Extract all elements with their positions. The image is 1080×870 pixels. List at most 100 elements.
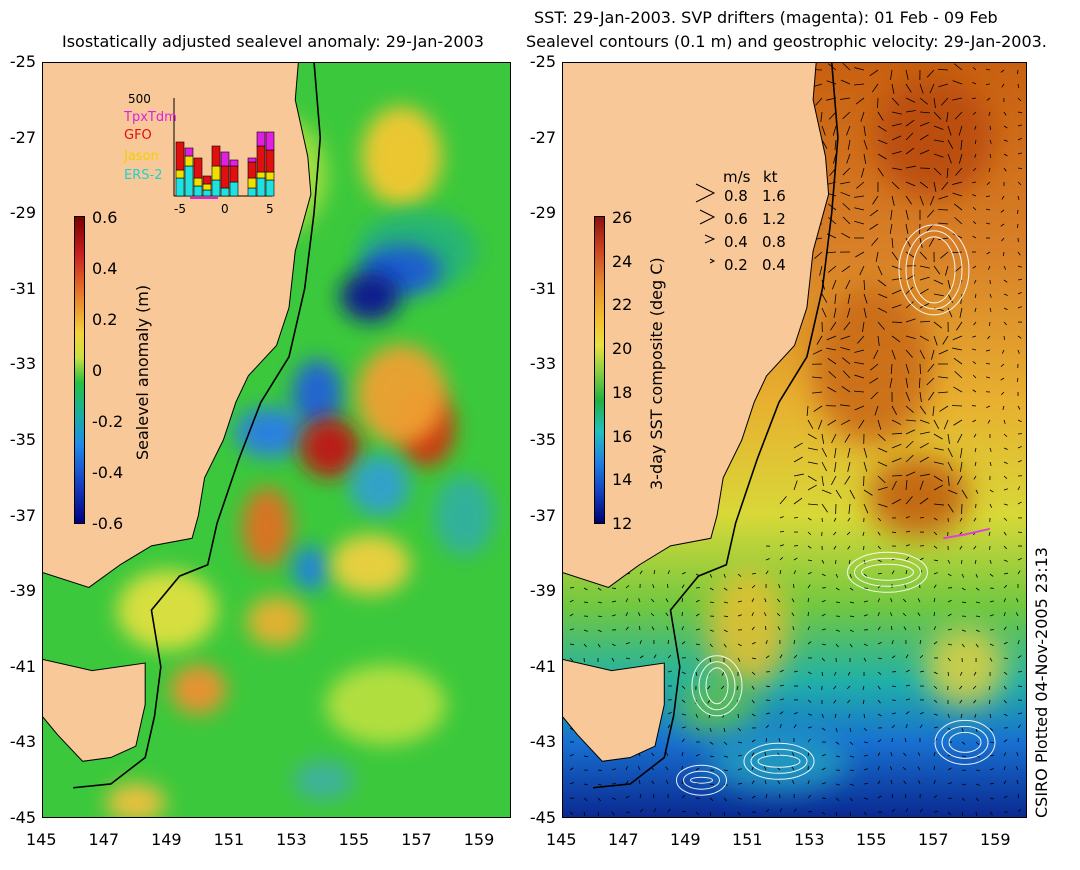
left-colorbar-tick: 0	[92, 361, 103, 380]
left-colorbar-label: Sealevel anomaly (m)	[133, 284, 152, 460]
inset-bar-segment	[247, 161, 257, 179]
left-xtick: 157	[401, 830, 432, 849]
right-colorbar-tick: 26	[612, 208, 633, 227]
right-panel-title-line1: SST: 29-Jan-2003. SVP drifters (magenta)…	[534, 8, 998, 27]
left-ytick: -25	[9, 52, 36, 71]
mainland	[42, 62, 311, 588]
right-ytick: -35	[529, 430, 556, 449]
inset-bar-segment	[184, 165, 194, 197]
inset-bar-segment	[265, 149, 275, 173]
velocity-legend-kt: 0.8	[762, 233, 786, 251]
velocity-legend-ms: 0.4	[724, 233, 748, 251]
left-ytick: -37	[9, 505, 36, 525]
left-ytick: -39	[9, 581, 36, 601]
left-ytick: -41	[9, 656, 36, 676]
left-colorbar	[74, 216, 85, 524]
altimeter-count-inset	[173, 98, 275, 199]
right-colorbar-tick: 20	[612, 339, 633, 359]
inset-ymax-label: 500	[128, 92, 151, 106]
left-colorbar-tick: 0.4	[92, 259, 118, 278]
velocity-legend-arrows	[695, 183, 716, 264]
inset-bar-segment	[175, 141, 185, 171]
right-ytick: -41	[529, 656, 556, 676]
inset-legend-ers2: ERS-2	[124, 168, 163, 183]
left-xtick: 149	[151, 830, 182, 849]
velocity-legend-ms: 0.6	[724, 210, 748, 228]
inset-xtick-5: 5	[266, 202, 274, 216]
inset-bar-segment	[247, 177, 257, 189]
inset-bar-segment	[265, 179, 275, 197]
right-ytick: -31	[529, 278, 556, 298]
coastline	[562, 62, 830, 588]
left-ytick: -29	[9, 203, 36, 223]
velocity-legend-kt: 0.4	[762, 256, 786, 274]
inset-bar-segment	[193, 157, 203, 179]
left-ytick: -45	[9, 808, 36, 827]
inset-bar-segment	[265, 171, 275, 181]
tasmania-coast	[42, 658, 146, 762]
left-colorbar-tick: 0.6	[92, 208, 118, 227]
left-xtick: 147	[88, 830, 120, 849]
right-ytick: -33	[529, 354, 556, 374]
right-colorbar-tick: 16	[612, 426, 633, 446]
left-xtick: 155	[338, 830, 370, 849]
velocity-legend-ms: 0.8	[724, 187, 748, 205]
tasmania	[42, 659, 146, 762]
right-xtick: 147	[608, 830, 639, 849]
inset-bar-segment	[256, 145, 266, 173]
inset-legend-tpxtdm: TpxTdm	[124, 110, 177, 125]
velocity-legend-header-ms: m/s	[723, 168, 751, 186]
inset-bar-segment	[175, 177, 185, 197]
velocity-legend-ms: 0.2	[724, 256, 748, 274]
svp-drifter-track	[943, 527, 991, 540]
inset-bar-segment	[211, 165, 221, 181]
right-xtick: 153	[794, 830, 825, 849]
inset-xtick-0: 0	[221, 202, 229, 216]
left-ytick: -35	[9, 430, 36, 449]
inset-xtick-neg5: -5	[174, 202, 186, 216]
velocity-legend-header-kt: kt	[763, 168, 778, 186]
velocity-vectors	[569, 62, 1023, 817]
left-xtick: 145	[26, 830, 57, 849]
inset-bar-segment	[202, 183, 212, 191]
inset-bar-segment	[229, 159, 239, 167]
right-ytick: -37	[529, 505, 556, 525]
shelf-contour	[592, 62, 839, 789]
inset-legend-gfo: GFO	[124, 128, 152, 143]
velocity-legend-kt: 1.2	[762, 210, 786, 228]
left-panel-title: Isostatically adjusted sealevel anomaly:…	[62, 32, 484, 51]
inset-bar-segment	[256, 171, 266, 179]
left-xtick: 159	[463, 830, 495, 849]
right-ytick: -29	[529, 203, 556, 223]
left-ytick: -27	[9, 127, 36, 147]
left-frame	[42, 62, 511, 818]
inset-bar-segment	[193, 177, 203, 187]
right-ytick: -39	[529, 581, 556, 601]
inset-bar-segment	[184, 147, 194, 157]
right-colorbar-tick: 14	[612, 470, 633, 490]
inset-legend-jason: Jason	[124, 149, 159, 164]
left-colorbar-tick: -0.6	[92, 514, 124, 533]
sealevel-map	[42, 62, 511, 818]
left-xtick: 153	[276, 830, 307, 849]
tasmania-coast	[562, 658, 665, 762]
left-xtick: 151	[213, 830, 245, 849]
left-colorbar-tick: -0.4	[92, 463, 124, 482]
inset-bar-segment	[202, 175, 212, 185]
sst-map	[562, 62, 1027, 818]
velocity-legend-kt: 1.6	[762, 187, 786, 205]
right-ytick: -25	[529, 52, 556, 71]
right-xtick: 149	[670, 830, 701, 849]
inset-bar-segment	[256, 131, 266, 147]
inset-bar-segment	[220, 151, 230, 167]
right-frame	[562, 62, 1027, 818]
inset-bar-segment	[265, 131, 275, 151]
right-ytick: -27	[529, 127, 556, 147]
tasmania	[562, 659, 665, 762]
inset-bar-segment	[220, 165, 230, 189]
inset-bar-segment	[247, 187, 257, 197]
shelf-contour	[73, 62, 322, 789]
inset-bar-segment	[229, 181, 239, 197]
right-panel-title-line2: Sealevel contours (0.1 m) and geostrophi…	[526, 32, 1047, 51]
